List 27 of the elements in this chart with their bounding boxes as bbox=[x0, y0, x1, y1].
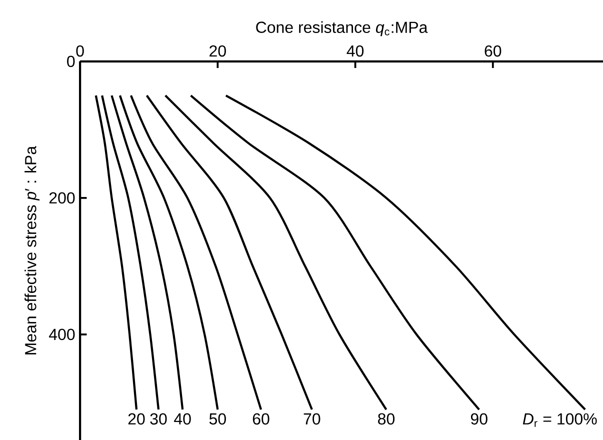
x-tick-label: 40 bbox=[346, 45, 364, 57]
x-axis-title: Cone resistance q$_{c}$:MPa bbox=[256, 21, 428, 36]
line-series bbox=[146, 94, 313, 410]
line-series bbox=[224, 94, 586, 410]
line-series bbox=[101, 94, 160, 410]
line-series bbox=[130, 94, 262, 410]
series-label: 80 bbox=[378, 413, 395, 424]
x-tick-label: 60 bbox=[484, 45, 502, 57]
y-tick-label: 400 bbox=[49, 328, 75, 340]
x-tick-label: 0 bbox=[76, 45, 84, 57]
series-label: 40 bbox=[174, 413, 191, 424]
series-label: 90 bbox=[470, 413, 488, 424]
series-label: 60 bbox=[252, 413, 270, 424]
series-label: 30 bbox=[150, 413, 167, 424]
line-series bbox=[164, 94, 388, 410]
y-axis-title: Mean effective stress p′ : kPa bbox=[24, 146, 40, 354]
line-series bbox=[110, 94, 184, 410]
x-tick-label: 20 bbox=[210, 45, 226, 57]
series-label: 70 bbox=[304, 413, 320, 424]
series-label: 20 bbox=[128, 413, 145, 424]
y-tick-label: 0 bbox=[67, 56, 75, 67]
line-series bbox=[118, 94, 219, 410]
series-label: 50 bbox=[209, 413, 226, 424]
line-series bbox=[190, 94, 480, 410]
line-series bbox=[94, 94, 138, 410]
series-label: D$_{r}$ = 100% bbox=[522, 413, 597, 427]
y-tick-label: 200 bbox=[49, 192, 75, 204]
